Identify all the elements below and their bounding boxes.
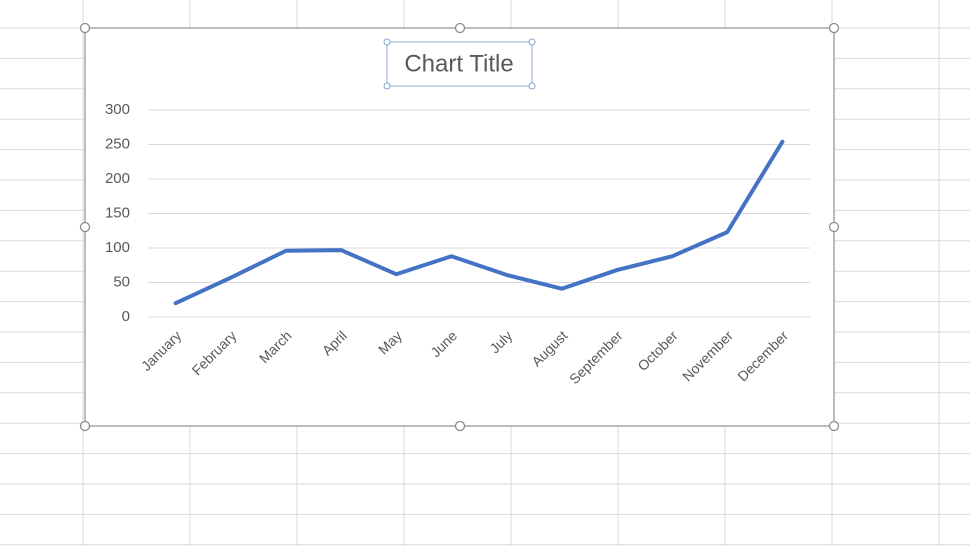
y-tick-label: 100 [105, 239, 130, 256]
y-tick-label: 300 [105, 101, 130, 118]
y-tick-label: 0 [122, 308, 130, 325]
title-selection [386, 41, 533, 87]
chart-title[interactable]: Chart Title [404, 50, 513, 77]
chart-area[interactable] [84, 27, 835, 427]
chart-handles[interactable] [79, 22, 840, 432]
title-handles [383, 38, 536, 90]
y-tick-label: 250 [105, 135, 130, 152]
data-line [173, 139, 785, 306]
y-tick-label: 50 [113, 273, 130, 290]
y-tick-label: 150 [105, 204, 130, 221]
y-tick-label: 200 [105, 170, 130, 187]
